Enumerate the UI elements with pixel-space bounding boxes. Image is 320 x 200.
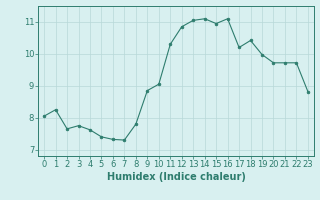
X-axis label: Humidex (Indice chaleur): Humidex (Indice chaleur) — [107, 172, 245, 182]
